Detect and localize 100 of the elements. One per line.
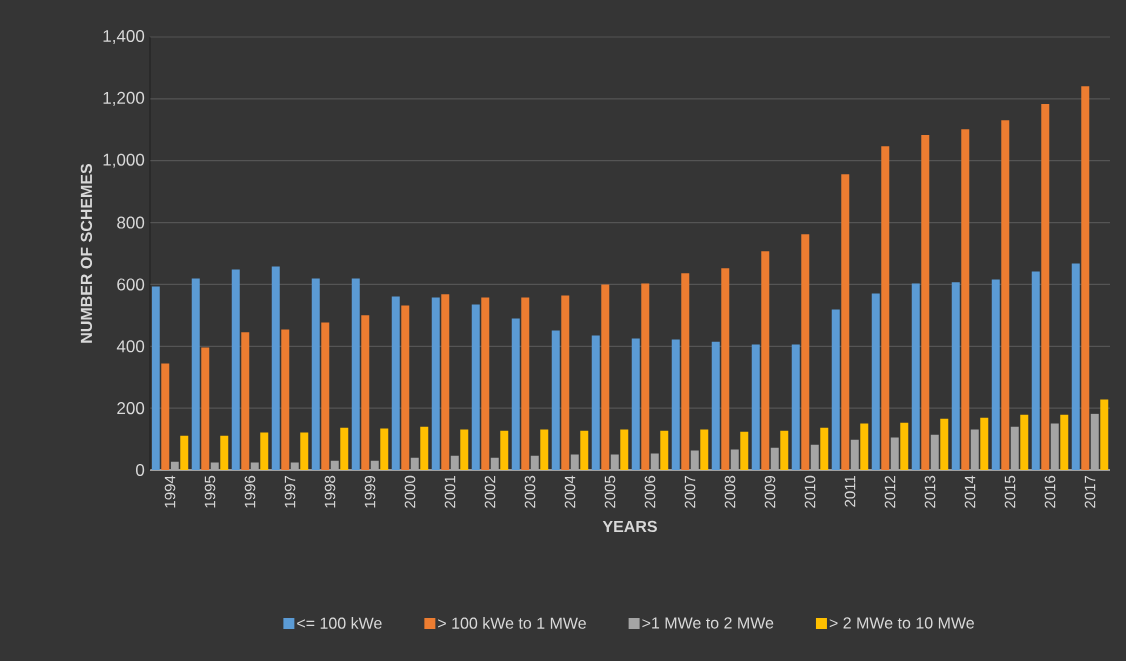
- y-tick-label: 800: [117, 216, 145, 229]
- bar: [970, 429, 979, 470]
- x-tick-label: 2002: [484, 475, 496, 508]
- bar: [481, 297, 490, 470]
- bar: [681, 273, 690, 470]
- bar: [210, 462, 219, 470]
- bar: [660, 430, 669, 470]
- bar: [820, 427, 829, 470]
- bar: [940, 418, 949, 470]
- bar: [730, 449, 739, 470]
- bar: [700, 429, 709, 470]
- legend-label: > 2 MWe to 10 MWe: [829, 617, 974, 629]
- x-tick-label: 2016: [1044, 475, 1056, 508]
- bar: [391, 296, 400, 470]
- bar: [420, 426, 429, 470]
- bar: [841, 174, 850, 470]
- bar: [890, 437, 899, 470]
- bar: [900, 422, 909, 470]
- bar: [921, 135, 930, 470]
- bar: [401, 305, 410, 470]
- bar: [170, 461, 179, 470]
- bar: [1031, 271, 1040, 470]
- x-tick-label: 2001: [444, 475, 456, 508]
- bar: [591, 335, 600, 470]
- bar: [850, 439, 859, 470]
- x-tick-label: 2003: [524, 475, 536, 508]
- y-tick-label: 200: [117, 402, 145, 415]
- bar: [530, 455, 539, 470]
- x-tick-label: 2011: [844, 475, 856, 507]
- bar: [610, 454, 619, 470]
- bar: [201, 347, 210, 470]
- bar: [330, 460, 339, 470]
- bar: [490, 457, 499, 470]
- bar: [180, 435, 189, 470]
- bar: [740, 431, 749, 470]
- x-tick-label: 2006: [644, 475, 656, 508]
- x-tick-label: 1995: [204, 475, 216, 508]
- y-axis-title: NUMBER OF SCHEMES: [80, 163, 93, 343]
- bar: [1041, 104, 1050, 470]
- bar: [250, 462, 259, 470]
- x-tick-label: 2014: [964, 475, 976, 508]
- legend-label: <= 100 kWe: [297, 617, 382, 629]
- bar: [370, 460, 379, 470]
- bar: [351, 278, 360, 470]
- bar: [631, 338, 640, 470]
- bar: [540, 429, 549, 470]
- bar: [690, 450, 699, 470]
- bar: [980, 417, 989, 470]
- bar: [911, 283, 920, 470]
- x-tick-label: 2013: [924, 475, 936, 508]
- bar: [281, 329, 290, 470]
- bar: [300, 432, 309, 470]
- bar: [871, 293, 880, 470]
- bar: [380, 428, 389, 470]
- bar: [721, 268, 730, 470]
- x-tick-label: 2000: [404, 475, 416, 508]
- bar: [161, 363, 170, 470]
- bar: [471, 304, 480, 470]
- bar: [410, 457, 419, 470]
- bar: [711, 341, 720, 470]
- bar: [881, 146, 890, 470]
- bar: [810, 444, 819, 470]
- x-tick-label: 2007: [684, 475, 696, 508]
- bar: [231, 269, 240, 470]
- bar: [521, 297, 530, 470]
- x-tick-label: 2015: [1004, 475, 1016, 508]
- bar: [860, 423, 869, 470]
- x-tick-label: 1997: [284, 475, 296, 508]
- bar: [551, 330, 560, 470]
- bar: [650, 453, 659, 470]
- bar: [761, 251, 770, 470]
- bar: [1001, 120, 1010, 470]
- bar: [511, 318, 520, 470]
- x-tick-label: 2009: [764, 475, 776, 508]
- bar: [601, 284, 610, 470]
- bar: [561, 295, 570, 470]
- bar: [770, 447, 779, 470]
- bar: [1050, 423, 1059, 470]
- y-tick-label: 600: [117, 278, 145, 291]
- bar: [220, 435, 229, 470]
- bar: [260, 432, 269, 470]
- bar: [1010, 426, 1019, 470]
- x-tick-label: 2012: [884, 475, 896, 508]
- y-tick-label: 400: [116, 340, 145, 353]
- bar: [191, 278, 200, 470]
- x-tick-label: 2017: [1084, 475, 1096, 508]
- legend-label: > 100 kWe to 1 MWe: [438, 617, 586, 629]
- bar: [431, 297, 440, 470]
- y-tick-label: 1,000: [103, 153, 145, 168]
- bar: [831, 309, 840, 470]
- bar: [1020, 414, 1029, 470]
- legend-label: >1 MWe to 2 MWe: [642, 617, 774, 629]
- bar: [500, 430, 509, 470]
- bar: [361, 315, 370, 470]
- bar: [460, 429, 469, 470]
- bar: [791, 344, 800, 470]
- bar: [951, 282, 960, 470]
- bar: [1060, 414, 1069, 470]
- x-tick-label: 2010: [804, 475, 816, 508]
- bar: [1090, 413, 1099, 470]
